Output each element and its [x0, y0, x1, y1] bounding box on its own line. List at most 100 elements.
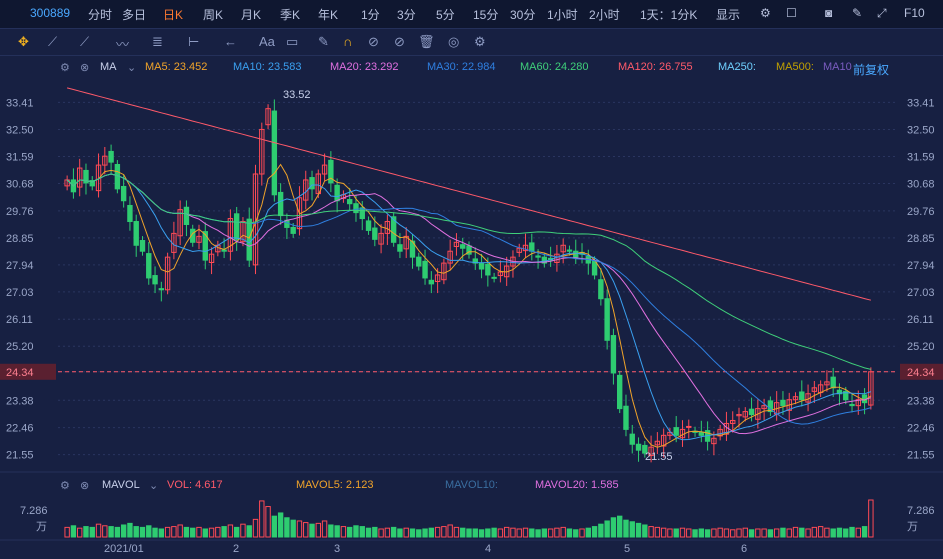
channel-tool-icon[interactable]: ⟋: [80, 34, 90, 49]
period-custom[interactable]: 1天：1分K: [640, 8, 698, 22]
period-2hour[interactable]: 2小时: [589, 8, 620, 22]
trash-icon[interactable]: 🗑: [418, 34, 435, 49]
candle-body: [177, 209, 183, 237]
volume-bar: [416, 529, 422, 538]
eye-icon[interactable]: ◎: [448, 34, 460, 49]
period-30min[interactable]: 30分: [510, 8, 536, 22]
volume-bar: [70, 525, 77, 538]
period-1hour[interactable]: 1小时: [547, 8, 578, 22]
volume-bar: [265, 506, 271, 538]
ma-dropdown-icon[interactable]: ⌄: [127, 62, 137, 74]
vol-indicator-name[interactable]: MAVOL: [102, 479, 140, 491]
candle-body: [529, 242, 535, 252]
x-tick-label: 3: [334, 543, 340, 555]
candle-body: [246, 218, 252, 261]
settings-icon[interactable]: ⚙: [760, 6, 771, 20]
adjust-mode-button[interactable]: 前复权: [853, 63, 890, 77]
camera-icon[interactable]: ◙: [825, 6, 833, 20]
period-3min[interactable]: 3分: [397, 8, 416, 22]
candle-body: [397, 244, 403, 252]
volume-bar: [271, 515, 278, 538]
y-tick-label-left: 23.38: [6, 395, 34, 407]
volume-bar: [114, 526, 121, 538]
ma-settings-icon[interactable]: ⚙: [60, 62, 70, 74]
period-year[interactable]: 年K: [318, 8, 339, 22]
ma-legend-item: MA30: 22.984: [427, 61, 496, 73]
checkbox-icon[interactable]: ☐: [786, 6, 797, 20]
wave-tool-icon[interactable]: 〰: [116, 37, 130, 52]
candle-body: [133, 221, 139, 246]
arrow-tool-icon[interactable]: ←: [224, 34, 237, 49]
ma-close-icon[interactable]: ⊗: [80, 62, 90, 74]
candle-body: [127, 204, 133, 223]
period-week[interactable]: 周K: [203, 8, 224, 22]
crosshair-icon[interactable]: ✥: [18, 34, 29, 49]
gear-icon[interactable]: ⚙: [474, 34, 486, 49]
vol-close-icon[interactable]: ⊗: [80, 480, 90, 492]
volume-bar: [573, 529, 579, 538]
period-5min[interactable]: 5分: [436, 8, 455, 22]
volume-bar: [629, 521, 635, 538]
line-tool-icon[interactable]: ⟋: [48, 34, 58, 49]
ma-legend-item: MA20: 23.292: [330, 61, 399, 73]
volume-bar: [177, 524, 183, 538]
volume-bar: [830, 528, 836, 538]
volume-bar: [811, 526, 818, 538]
fullscreen-icon[interactable]: ⤢: [877, 6, 887, 20]
volume-bar: [152, 527, 158, 538]
volume-bar: [585, 527, 592, 538]
volume-bar: [799, 527, 805, 538]
link-icon[interactable]: ⊘: [368, 34, 379, 49]
edit-icon[interactable]: ✎: [852, 6, 863, 20]
top-toolbar: 300889 分时 多日 日K 周K 月K 季K 年K 1分 3分 5分 15分…: [0, 0, 943, 29]
y-tick-label-right: 30.68: [907, 179, 935, 191]
candle-body: [108, 150, 114, 163]
f10-button[interactable]: F10: [904, 6, 925, 20]
volume-bar: [434, 526, 441, 538]
candle-body: [767, 400, 774, 413]
candle-body: [604, 298, 610, 341]
y-tick-label-right: 31.59: [907, 151, 935, 163]
candle-body: [566, 249, 573, 252]
volume-bar: [64, 526, 70, 538]
volume-bar: [736, 528, 742, 538]
volume-bar: [328, 524, 334, 538]
vol-settings-icon[interactable]: ⚙: [60, 480, 70, 492]
fib-tool-icon[interactable]: ≣: [152, 34, 163, 49]
candle-body: [868, 371, 874, 406]
period-15min[interactable]: 15分: [473, 8, 499, 22]
display-menu[interactable]: 显示: [716, 8, 741, 22]
volume-bar: [522, 527, 529, 538]
ma10-line: [66, 173, 872, 441]
volume-bar: [215, 526, 221, 538]
text-tool[interactable]: Aa: [259, 34, 275, 49]
period-month[interactable]: 月K: [241, 8, 262, 22]
x-tick-label: 5: [624, 543, 630, 555]
period-1min[interactable]: 1分: [361, 8, 380, 22]
magnet-icon[interactable]: ∩: [343, 34, 353, 49]
volume-bar: [76, 527, 83, 538]
period-minute[interactable]: 分时: [88, 8, 113, 22]
ma-indicator-name[interactable]: MA: [100, 61, 117, 73]
volume-bar: [698, 528, 705, 538]
volume-bar: [516, 528, 522, 538]
volume-bar: [692, 529, 698, 538]
comment-icon[interactable]: ▭: [286, 34, 299, 49]
hide-icon[interactable]: ⊘: [394, 34, 405, 49]
volume-bar: [478, 529, 485, 538]
volume-bar: [673, 528, 679, 538]
period-day[interactable]: 日K: [163, 8, 184, 22]
candle-body: [365, 220, 372, 231]
pen-icon[interactable]: ✎: [318, 34, 329, 49]
candle-body: [497, 271, 504, 277]
candle-body: [843, 390, 849, 401]
candle-body: [390, 216, 397, 243]
stock-code[interactable]: 300889: [30, 6, 71, 20]
vol-dropdown-icon[interactable]: ⌄: [149, 480, 159, 492]
volume-bar: [466, 528, 472, 538]
period-quarter[interactable]: 季K: [280, 8, 301, 22]
high-annotation: 33.52: [283, 89, 311, 101]
range-tool-icon[interactable]: ⊢: [188, 34, 200, 49]
period-multiday[interactable]: 多日: [122, 8, 147, 22]
